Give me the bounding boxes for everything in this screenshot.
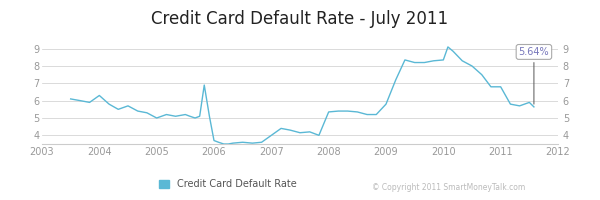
Legend: Credit Card Default Rate: Credit Card Default Rate	[155, 175, 301, 193]
Text: Credit Card Default Rate - July 2011: Credit Card Default Rate - July 2011	[151, 10, 449, 28]
Text: © Copyright 2011 SmartMoneyTalk.com: © Copyright 2011 SmartMoneyTalk.com	[372, 183, 525, 192]
Text: 5.64%: 5.64%	[518, 47, 549, 104]
